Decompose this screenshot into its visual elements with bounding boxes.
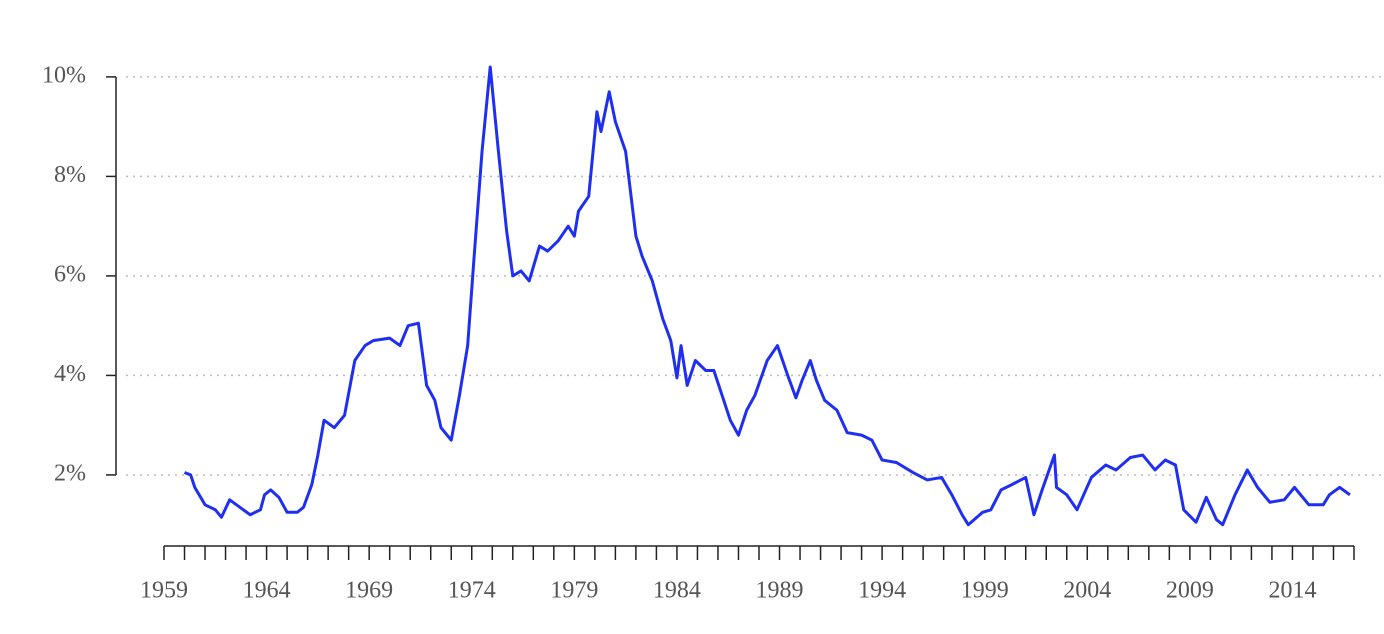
y-tick-label: 4% — [54, 361, 86, 387]
y-tick-label: 8% — [54, 162, 86, 188]
x-tick-label: 1989 — [756, 578, 804, 604]
x-tick-label: 1974 — [448, 578, 496, 604]
x-tick-label: 1959 — [140, 578, 188, 604]
x-tick-label: 1964 — [243, 578, 291, 604]
x-tick-label: 2014 — [1268, 578, 1316, 604]
x-tick-label: 2004 — [1063, 578, 1111, 604]
y-tick-label: 6% — [54, 261, 86, 287]
x-tick-label: 1999 — [961, 578, 1009, 604]
y-tick-label: 2% — [54, 460, 86, 486]
x-tick-label: 1984 — [653, 578, 701, 604]
line — [183, 65, 1351, 527]
x-tick-label: 1969 — [345, 578, 393, 604]
x-tick-label: 1979 — [550, 578, 598, 604]
x-tick-label: 2009 — [1166, 578, 1214, 604]
y-tick-label: 10% — [42, 62, 86, 88]
x-tick-label: 1994 — [858, 578, 906, 604]
